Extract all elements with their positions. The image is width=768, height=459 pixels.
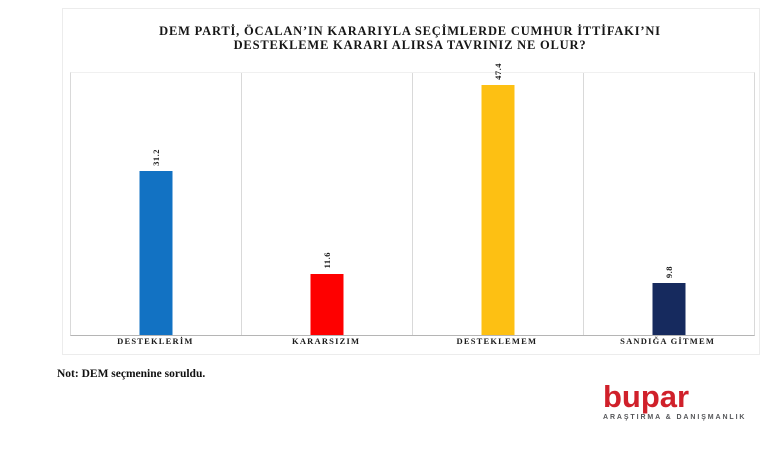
logo: bupar ARAŞTIRMA & DANIŞMANLIK xyxy=(603,379,747,421)
bar xyxy=(139,170,173,335)
category-labels: DESTEKLERİM KARARSIZIM DESTEKLEMEM SANDIĞA … xyxy=(70,336,753,346)
chart-panel: 31.2 xyxy=(71,73,241,335)
bar xyxy=(652,283,686,335)
logo-wordmark: bupar xyxy=(603,379,690,414)
chart-panel: 9.8 xyxy=(583,73,754,335)
chart-title-line2: DESTEKLEME KARARI ALIRSA TAVRINIZ NE OLU… xyxy=(233,38,587,52)
bar-value-label: 11.6 xyxy=(322,252,332,269)
chart-panel: 47.4 xyxy=(412,63,583,335)
bar-value-label: 31.2 xyxy=(151,148,161,166)
bar-value-label: 9.8 xyxy=(664,266,674,279)
logo-tagline: ARAŞTIRMA & DANIŞMANLIK xyxy=(603,414,747,421)
plot-area: 31.2 11.6 47.4 9.8 xyxy=(70,63,755,336)
category-label: DESTEKLERİM xyxy=(117,336,194,346)
bar xyxy=(481,85,515,335)
chart-frame xyxy=(62,8,760,355)
chart-title-line1: DEM PARTİ, ÖCALAN’IN KARARIYLA SEÇİMLERD… xyxy=(159,24,661,38)
bar-value-label: 47.4 xyxy=(493,63,503,81)
footnote: Not: DEM seçmenine soruldu. xyxy=(57,368,206,380)
category-label: SANDIĞA GİTMEM xyxy=(620,336,716,346)
chart-title: DEM PARTİ, ÖCALAN’IN KARARIYLA SEÇİMLERD… xyxy=(80,24,740,52)
category-label: KARARSIZIM xyxy=(292,336,361,346)
chart-panel: 11.6 xyxy=(241,73,412,335)
bar xyxy=(310,273,344,335)
category-label: DESTEKLEMEM xyxy=(456,336,538,346)
